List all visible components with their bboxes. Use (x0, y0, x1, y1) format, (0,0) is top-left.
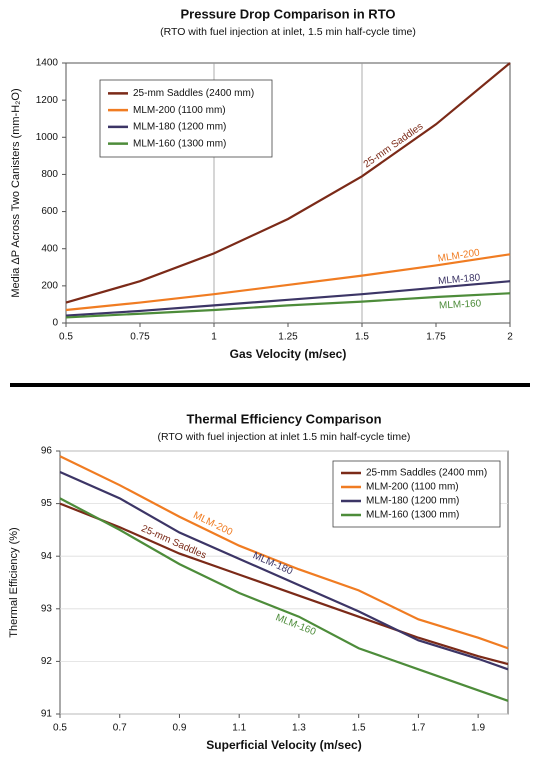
y-tick-label: 400 (41, 243, 58, 254)
x-tick-label: 1.5 (355, 332, 369, 343)
y-tick-label: 1200 (36, 95, 59, 106)
y-tick-label: 200 (41, 280, 58, 291)
x-tick-label: 2 (507, 332, 513, 343)
y-axis-label: Media ΔP Across Two Canisters (mm-H₂O) (10, 88, 22, 297)
series-line (59, 502, 509, 666)
y-tick-label: 600 (41, 206, 58, 217)
x-tick-label: 1.75 (426, 332, 446, 343)
y-tick-label: 96 (41, 446, 53, 457)
x-tick-label: 1.3 (292, 723, 306, 734)
y-tick-label: 91 (41, 709, 53, 720)
legend-label: MLM-180 (1200 mm) (133, 122, 226, 133)
x-tick-label: 1.1 (232, 723, 246, 734)
y-tick-label: 1000 (36, 132, 59, 143)
series-label: MLM-180 (438, 272, 481, 287)
legend (99, 79, 273, 158)
legend-label: MLM-200 (1100 mm) (366, 482, 459, 493)
x-tick-label: 0.5 (53, 723, 67, 734)
series-line (65, 253, 511, 312)
y-tick-label: 94 (41, 551, 53, 562)
series-line (65, 280, 511, 317)
x-tick-label: 1.5 (352, 723, 366, 734)
series-line (59, 455, 509, 650)
legend-label: MLM-160 (1300 mm) (366, 510, 459, 521)
x-tick-label: 0.7 (113, 723, 127, 734)
x-tick-label: 0.75 (130, 332, 150, 343)
legend-label: MLM-200 (1100 mm) (133, 105, 226, 116)
series-line (59, 497, 509, 702)
y-tick-label: 92 (41, 656, 53, 667)
y-tick-label: 0 (52, 318, 58, 329)
y-tick-label: 93 (41, 603, 53, 614)
series-line (65, 292, 511, 319)
legend-label: MLM-160 (1300 mm) (133, 138, 226, 149)
chart-subtitle: (RTO with fuel injection at inlet, 1.5 m… (160, 26, 416, 38)
chart-title: Pressure Drop Comparison in RTO (180, 6, 395, 21)
y-tick-label: 800 (41, 169, 58, 180)
legend-label: 25-mm Saddles (2400 mm) (133, 88, 254, 99)
y-axis-label: Thermal Efficiency (%) (8, 527, 20, 637)
chart-title: Thermal Efficiency Comparison (186, 411, 381, 426)
chart-subtitle: (RTO with fuel injection at inlet 1.5 mi… (158, 431, 411, 443)
series-label: MLM-160 (439, 298, 482, 311)
x-tick-label: 1.7 (411, 723, 425, 734)
x-tick-label: 1 (211, 332, 217, 343)
y-tick-label: 95 (41, 498, 53, 509)
y-tick-label: 1400 (36, 58, 59, 69)
x-axis-label: Superficial Velocity (m/sec) (206, 738, 361, 752)
x-tick-label: 1.25 (278, 332, 298, 343)
x-tick-label: 1.9 (471, 723, 485, 734)
series-line (59, 471, 509, 671)
legend-label: 25-mm Saddles (2400 mm) (366, 468, 487, 479)
x-axis-label: Gas Velocity (m/sec) (230, 347, 347, 361)
separator (10, 383, 530, 387)
x-tick-label: 0.9 (173, 723, 187, 734)
series-line (65, 62, 511, 304)
legend-label: MLM-180 (1200 mm) (366, 496, 459, 507)
x-tick-label: 0.5 (59, 332, 73, 343)
